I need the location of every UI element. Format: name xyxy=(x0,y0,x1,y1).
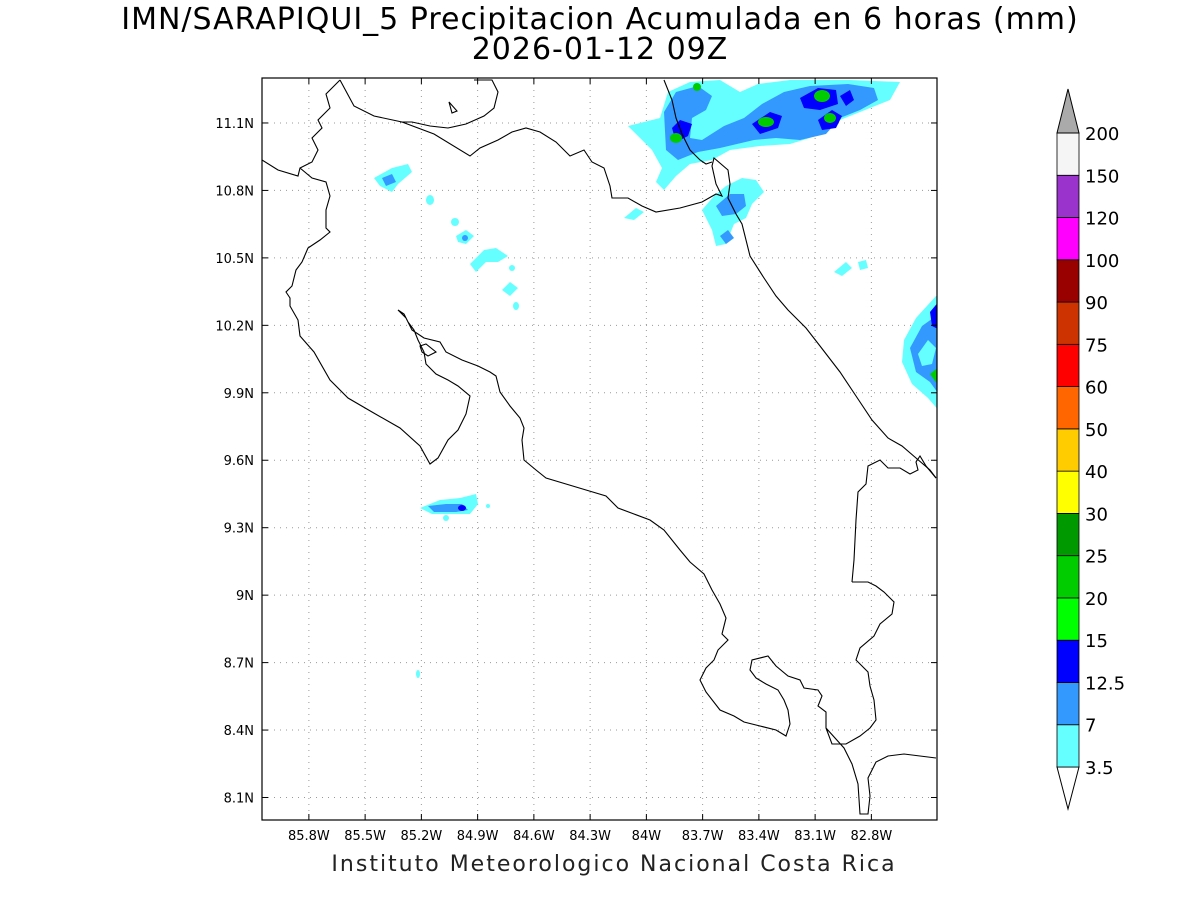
colorbar: 3.5 7 12.5 15 20 25 30 40 50 60 75 90 100 120 150 200 xyxy=(1056,88,1125,811)
lon-tick-label: 84.9W xyxy=(457,829,499,844)
colorbar-label: 15 xyxy=(1085,631,1108,652)
precip-area-cyan xyxy=(858,260,868,270)
colorbar-label: 3.5 xyxy=(1085,758,1114,779)
lon-tick-label: 84W xyxy=(632,829,662,844)
colorbar-label: 30 xyxy=(1085,504,1108,525)
lat-tick-label: 9.3N xyxy=(224,522,254,537)
colorbar-label: 20 xyxy=(1085,589,1108,610)
northeast-coast xyxy=(663,79,713,165)
colorbar-label: 75 xyxy=(1085,335,1108,356)
colorbar-above-arrow xyxy=(1056,88,1080,134)
precip-area-darkblue xyxy=(840,90,854,106)
lon-tick-label: 82.8W xyxy=(850,829,892,844)
precip-area-green xyxy=(824,113,836,123)
colorbar-segment xyxy=(1056,259,1080,303)
colorbar-segment xyxy=(1056,343,1080,388)
precip-area-blue xyxy=(428,504,468,512)
precip-area-cyan xyxy=(624,208,644,220)
chart-title: IMN/SARAPIQUI_5 Precipitacion Acumulada … xyxy=(121,2,1079,37)
colorbar-segment xyxy=(1056,217,1080,261)
colorbar-segment xyxy=(1056,132,1080,176)
precip-area-cyan xyxy=(513,302,519,310)
precip-area-cyan xyxy=(502,282,518,296)
chart-subtitle: 2026-01-12 09Z xyxy=(471,32,729,67)
precip-area-cyan xyxy=(426,195,434,205)
colorbar-segment xyxy=(1056,386,1080,430)
colorbar-label: 25 xyxy=(1085,547,1108,568)
precip-area-darkblue xyxy=(458,505,466,511)
precip-area-cyan xyxy=(451,218,459,226)
colorbar-label: 120 xyxy=(1085,209,1119,230)
colorbar-segment xyxy=(1056,555,1080,599)
lat-tick-label: 8.7N xyxy=(224,657,254,672)
lon-tick-label: 84.3W xyxy=(569,829,611,844)
colorbar-segment xyxy=(1056,682,1080,726)
precip-area-cyan xyxy=(509,265,515,271)
footer-credit: Instituto Meteorologico Nacional Costa R… xyxy=(331,852,897,877)
lon-tick-label: 84.6W xyxy=(513,829,555,844)
precip-area-green xyxy=(930,368,937,384)
precip-area-cyan xyxy=(470,248,508,272)
precip-area-cyan xyxy=(918,340,936,366)
colorbar-label: 100 xyxy=(1085,251,1119,272)
colorbar-below-arrow xyxy=(1056,766,1080,811)
precip-area-darkblue xyxy=(930,303,937,329)
precip-area-cyan xyxy=(834,262,852,276)
plot-frame xyxy=(261,77,938,821)
lon-tick-label: 85.5W xyxy=(344,829,386,844)
precip-area-green xyxy=(814,90,830,102)
colorbar-label: 60 xyxy=(1085,378,1108,399)
precip-area-cyan xyxy=(443,515,449,521)
precip-area-green xyxy=(758,117,774,127)
colorbar-label: 150 xyxy=(1085,166,1119,187)
colorbar-label: 7 xyxy=(1085,716,1096,737)
lon-tick-label: 83.1W xyxy=(794,829,836,844)
colorbar-segment xyxy=(1056,301,1080,345)
precip-area-green xyxy=(670,133,682,143)
lon-tick-label: 85.8W xyxy=(288,829,330,844)
ometepe-island xyxy=(448,101,458,114)
colorbar-segment xyxy=(1056,428,1080,472)
lat-tick-label: 10.5N xyxy=(215,252,254,267)
lat-tick-label: 10.2N xyxy=(215,319,254,334)
pacific-coastline xyxy=(262,79,937,815)
lat-tick-label: 10.8N xyxy=(215,184,254,199)
colorbar-label: 90 xyxy=(1085,293,1108,314)
coastline-borders xyxy=(262,79,937,815)
precip-area-cyan xyxy=(416,670,420,678)
colorbar-segment xyxy=(1056,470,1080,514)
colorbar-label: 12.5 xyxy=(1085,673,1125,694)
lat-tick-label: 9.6N xyxy=(224,454,254,469)
colorbar-label: 50 xyxy=(1085,420,1108,441)
precip-area-blue xyxy=(720,230,734,244)
lat-tick-label: 11.1N xyxy=(215,117,254,132)
lake-nicaragua-shore xyxy=(400,79,499,129)
lat-tick-label: 8.1N xyxy=(224,792,254,807)
lat-tick-label: 9N xyxy=(236,589,254,604)
nicaragua-border-and-caribbean-coast xyxy=(339,79,937,479)
colorbar-segment xyxy=(1056,513,1080,557)
colorbar-segment xyxy=(1056,174,1080,218)
precip-area-blue xyxy=(382,174,396,186)
lon-tick-label: 85.2W xyxy=(400,829,442,844)
chira-island xyxy=(419,343,438,357)
lon-tick-label: 83.4W xyxy=(738,829,780,844)
colorbar-label: 200 xyxy=(1085,124,1119,145)
precipitation-cells xyxy=(374,80,937,678)
colorbar-segment xyxy=(1056,724,1080,768)
lat-tick-label: 9.9N xyxy=(224,387,254,402)
map-gridlines xyxy=(262,78,937,820)
colorbar-segment xyxy=(1056,597,1080,641)
lat-tick-label: 8.4N xyxy=(224,724,254,739)
precip-area-green xyxy=(693,83,701,91)
lon-tick-label: 83.7W xyxy=(682,829,724,844)
costa-rica-panama-border xyxy=(851,454,937,583)
axis-ticks: 85.8W 85.5W 85.2W 84.9W 84.6W 84.3W 84W 83.7W 83… xyxy=(215,78,937,844)
colorbar-label: 40 xyxy=(1085,462,1108,483)
precip-area-blue xyxy=(462,235,468,241)
colorbar-segment xyxy=(1056,639,1080,683)
precip-area-cyan xyxy=(486,504,490,508)
